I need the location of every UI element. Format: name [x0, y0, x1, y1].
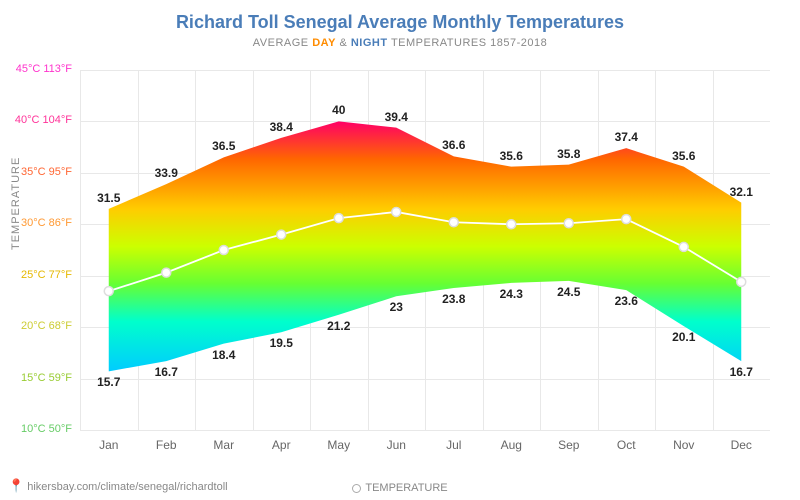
- y-tick-label: 35°C 95°F: [12, 166, 72, 178]
- x-tick-label: Aug: [501, 438, 522, 452]
- high-label: 35.6: [500, 149, 523, 163]
- high-label: 33.9: [155, 166, 178, 180]
- low-label: 16.7: [730, 365, 753, 379]
- x-tick-label: Apr: [272, 438, 291, 452]
- low-label: 16.7: [155, 365, 178, 379]
- low-label: 24.3: [500, 287, 523, 301]
- high-label: 39.4: [385, 110, 408, 124]
- y-tick-label: 40°C 104°F: [12, 114, 72, 126]
- x-tick-label: Jun: [387, 438, 406, 452]
- footer-url: hikersbay.com/climate/senegal/richardtol…: [27, 481, 227, 493]
- low-label: 23: [390, 300, 403, 314]
- x-tick-label: Mar: [213, 438, 234, 452]
- low-label: 19.5: [270, 336, 293, 350]
- avg-marker: [219, 246, 228, 255]
- avg-marker: [277, 230, 286, 239]
- x-tick-label: May: [327, 438, 350, 452]
- avg-marker: [507, 220, 516, 229]
- footer-attribution: 📍 hikersbay.com/climate/senegal/richardt…: [8, 478, 228, 494]
- avg-marker: [392, 207, 401, 216]
- x-tick-label: Dec: [731, 438, 752, 452]
- avg-marker: [104, 287, 113, 296]
- avg-marker: [737, 277, 746, 286]
- avg-marker: [162, 268, 171, 277]
- high-label: 38.4: [270, 120, 293, 134]
- high-label: 35.6: [672, 149, 695, 163]
- temperature-band: [109, 121, 742, 371]
- x-tick-label: Oct: [617, 438, 636, 452]
- x-tick-label: Sep: [558, 438, 579, 452]
- high-label: 40: [332, 103, 345, 117]
- low-label: 23.6: [615, 294, 638, 308]
- low-label: 24.5: [557, 285, 580, 299]
- avg-marker: [622, 215, 631, 224]
- y-tick-label: 10°C 50°F: [12, 423, 72, 435]
- high-label: 36.5: [212, 139, 235, 153]
- y-tick-label: 30°C 86°F: [12, 217, 72, 229]
- low-label: 23.8: [442, 292, 465, 306]
- avg-marker: [564, 219, 573, 228]
- avg-marker: [679, 242, 688, 251]
- low-label: 20.1: [672, 330, 695, 344]
- low-label: 18.4: [212, 348, 235, 362]
- x-tick-label: Feb: [156, 438, 177, 452]
- high-label: 36.6: [442, 138, 465, 152]
- high-label: 35.8: [557, 147, 580, 161]
- y-tick-label: 20°C 68°F: [12, 320, 72, 332]
- map-pin-icon: 📍: [8, 478, 24, 493]
- x-tick-label: Jan: [99, 438, 118, 452]
- y-tick-label: 45°C 113°F: [12, 63, 72, 75]
- temperature-chart: Richard Toll Senegal Average Monthly Tem…: [0, 0, 800, 500]
- x-tick-label: Jul: [446, 438, 461, 452]
- y-tick-label: 25°C 77°F: [12, 269, 72, 281]
- high-label: 37.4: [615, 130, 638, 144]
- low-label: 21.2: [327, 319, 350, 333]
- y-tick-label: 15°C 59°F: [12, 372, 72, 384]
- legend-label: TEMPERATURE: [365, 482, 447, 494]
- avg-marker: [334, 214, 343, 223]
- x-tick-label: Nov: [673, 438, 694, 452]
- low-label: 15.7: [97, 375, 120, 389]
- legend-marker-icon: [352, 484, 361, 493]
- high-label: 32.1: [730, 185, 753, 199]
- high-label: 31.5: [97, 191, 120, 205]
- avg-marker: [449, 218, 458, 227]
- chart-svg: [0, 0, 800, 500]
